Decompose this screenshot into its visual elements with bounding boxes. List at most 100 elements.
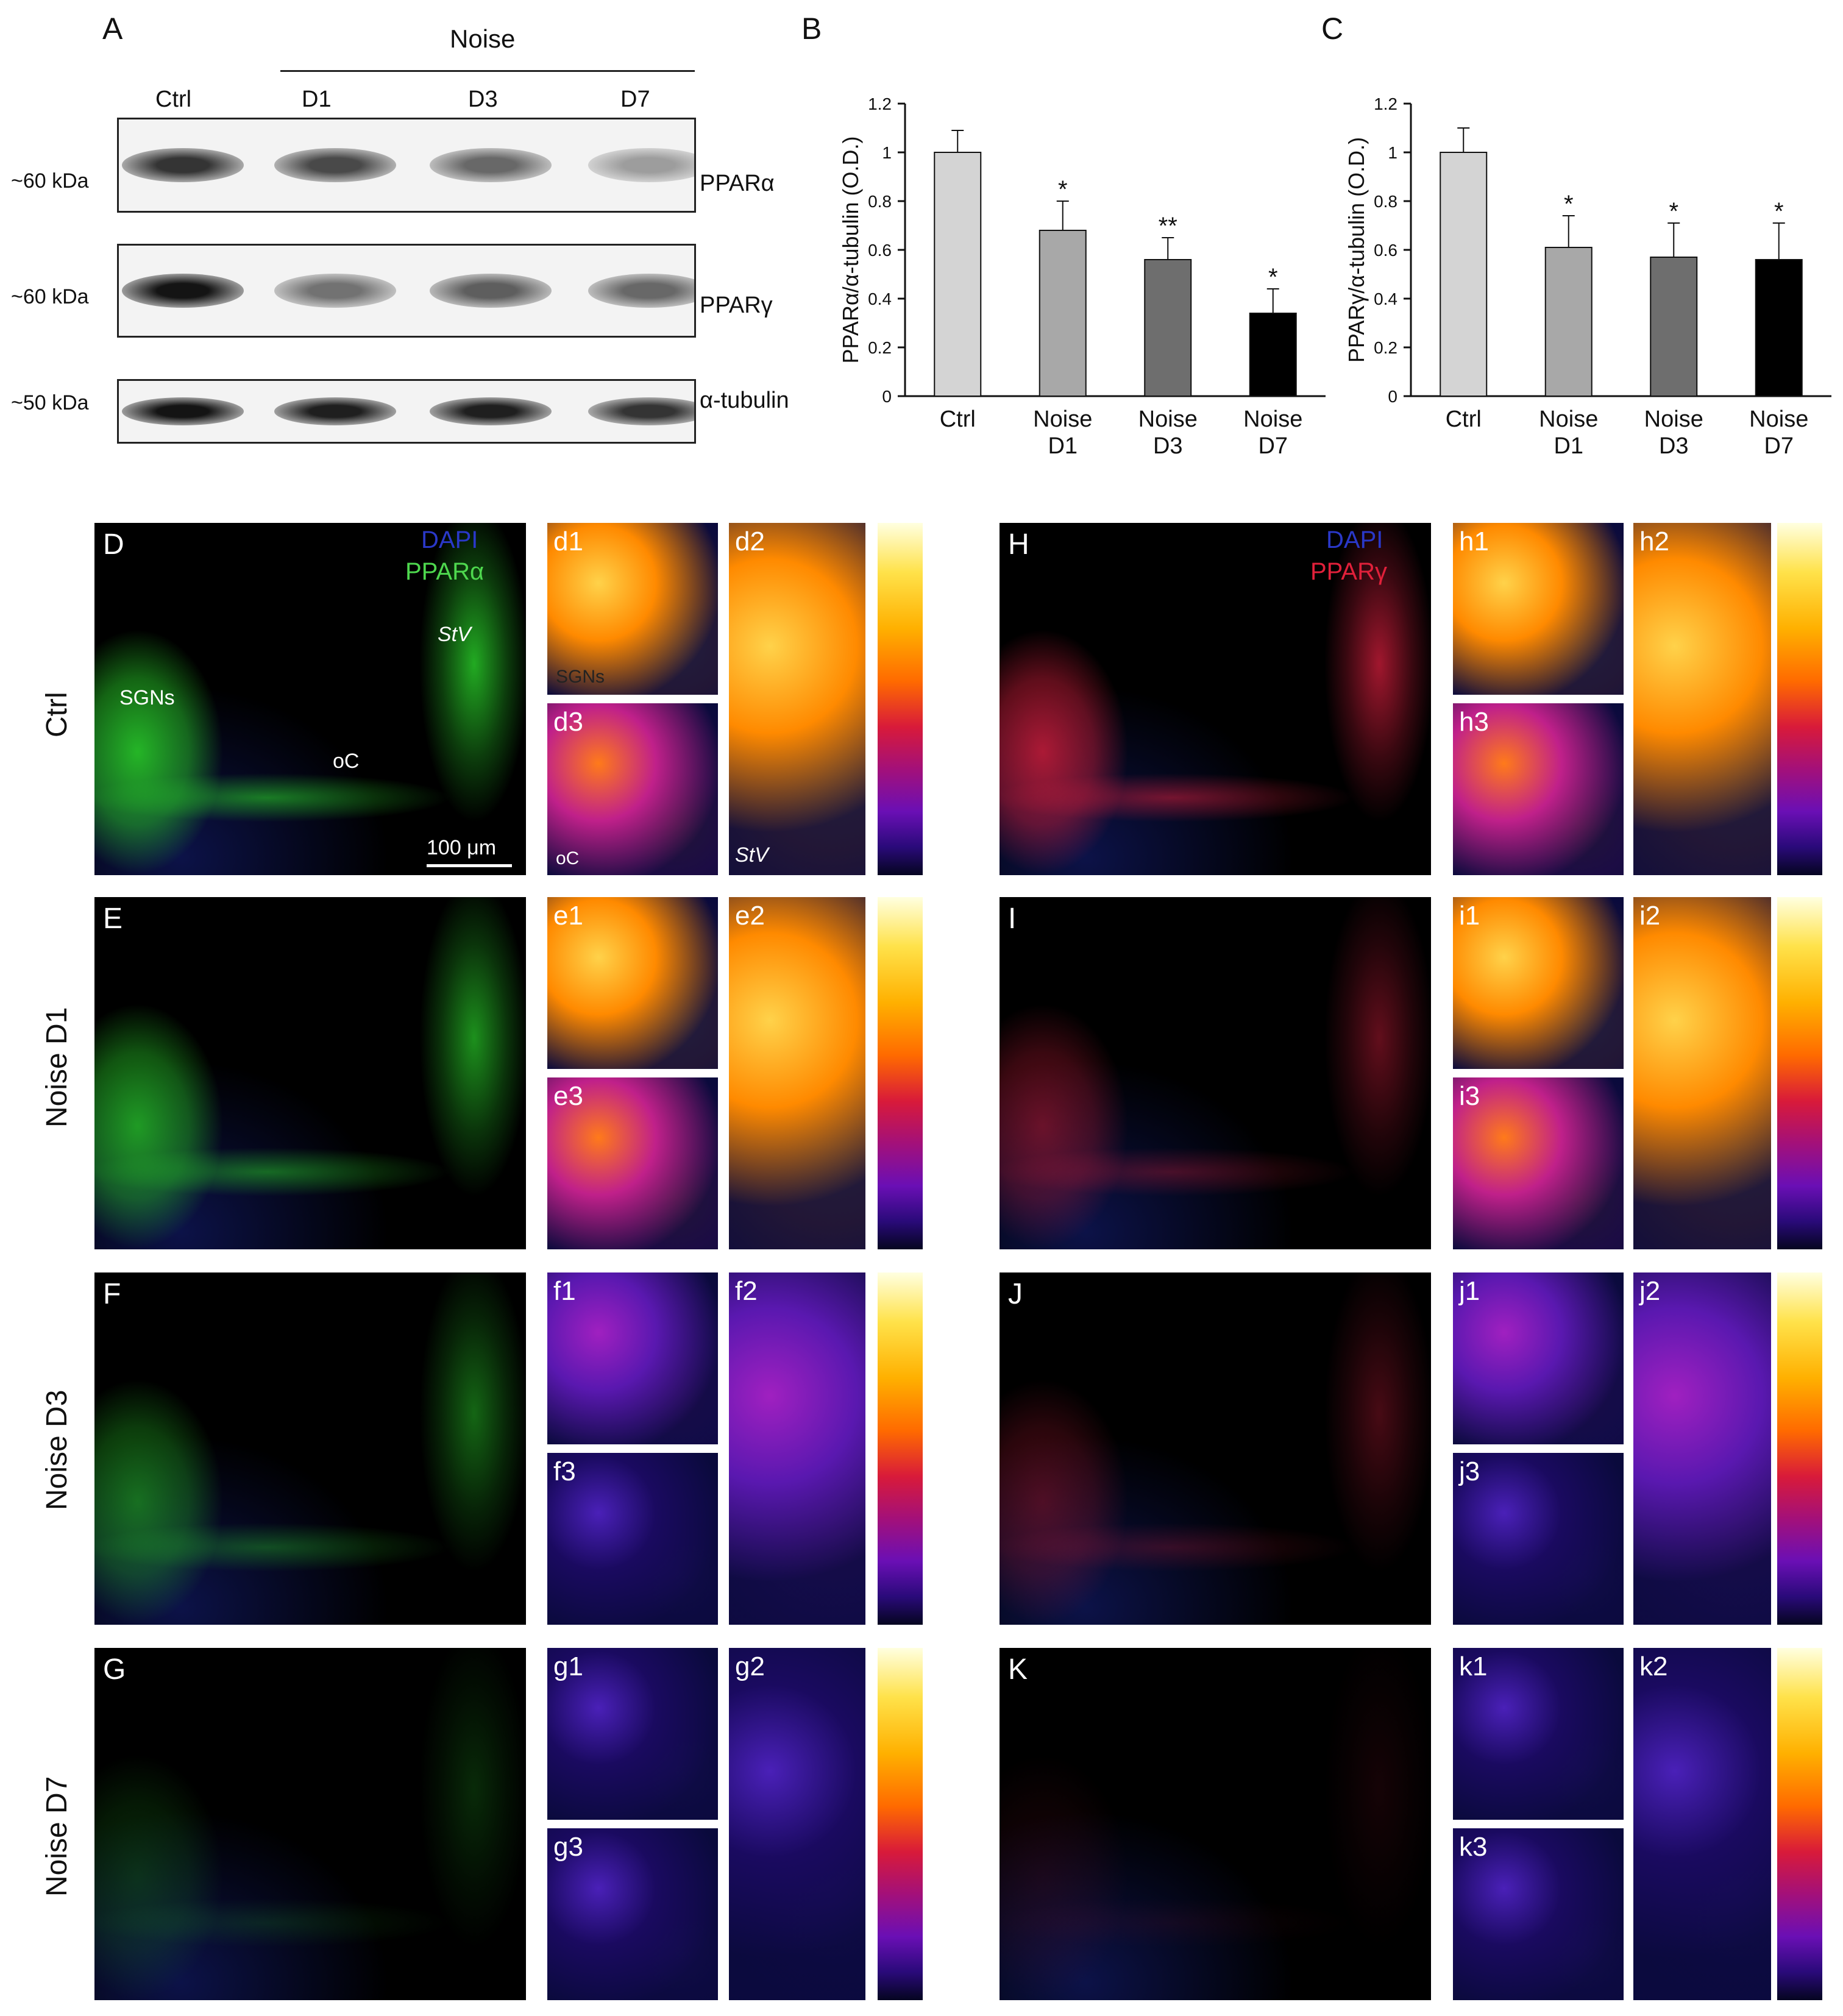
heatmap-inset-oc — [547, 1077, 718, 1249]
legend-dapi: DAPI — [1326, 527, 1383, 553]
heatmap-inset-sgn — [1453, 1272, 1624, 1444]
annotation-d2-stv: StV — [735, 843, 769, 867]
y-axis-label: PPARα/α-tubulin (O.D.) — [838, 136, 863, 363]
colorbar — [878, 1648, 923, 2000]
panel-label-a: A — [102, 12, 123, 46]
blot-ppar-gamma — [117, 244, 696, 338]
kda-label-row3: ~50 kDa — [11, 391, 89, 414]
y-tick-label: 1.2 — [868, 94, 892, 113]
category-label: D7 — [1764, 433, 1794, 459]
legend-marker: PPARγ — [1310, 558, 1387, 585]
category-label: Noise — [1243, 406, 1302, 432]
category-label: D1 — [1554, 433, 1583, 459]
colorbar — [878, 1272, 923, 1625]
sublabel: k3 — [1459, 1832, 1488, 1862]
category-label: Noise — [1138, 406, 1198, 432]
heatmap-inset-stv — [1633, 1648, 1771, 2000]
sublabel: h3 — [1459, 707, 1489, 737]
blot-band — [588, 274, 694, 308]
category-label: D3 — [1153, 433, 1183, 459]
scale-bar — [427, 864, 512, 867]
category-label: Noise — [1539, 406, 1598, 432]
sublabel: i3 — [1459, 1081, 1480, 1111]
sublabel: k2 — [1639, 1652, 1668, 1681]
heatmap-inset-oc — [1453, 1077, 1624, 1249]
heatmap-inset-sgn — [547, 523, 718, 695]
sublabel: k1 — [1459, 1652, 1488, 1681]
sublabel: d3 — [553, 707, 583, 737]
panel-label: H — [1008, 528, 1029, 561]
bar — [1249, 313, 1297, 397]
overview-micrograph — [94, 523, 526, 875]
noise-header-line — [280, 70, 695, 72]
overview-micrograph — [1000, 1272, 1431, 1625]
heatmap-inset-oc — [1453, 703, 1624, 875]
row-label-noise-d3: Noise D3 — [41, 1390, 73, 1510]
overview-micrograph — [94, 897, 526, 1249]
bar — [1039, 230, 1087, 397]
heatmap-inset-stv — [1633, 523, 1771, 875]
panel-label: E — [103, 903, 123, 935]
blot-band — [588, 148, 694, 182]
colorbar — [1777, 1648, 1822, 2000]
blot-band — [274, 148, 396, 182]
heatmap-inset-oc — [1453, 1453, 1624, 1625]
annotation-d3-oc: oC — [556, 848, 580, 868]
colorbar — [1777, 1272, 1822, 1625]
bar — [934, 152, 982, 397]
legend-marker: PPARα — [405, 558, 485, 585]
y-tick-label: 0 — [1388, 387, 1397, 406]
panel-label: K — [1008, 1653, 1028, 1686]
significance-mark: * — [1268, 264, 1278, 291]
heatmap-inset-oc — [547, 1453, 718, 1625]
significance-mark: * — [1058, 176, 1068, 203]
overview-micrograph — [94, 1272, 526, 1625]
heatmap-inset-stv — [1633, 897, 1771, 1249]
overview-micrograph — [94, 1648, 526, 2000]
bar — [1755, 259, 1803, 397]
blot-band — [122, 397, 244, 425]
heatmap-inset-stv — [729, 1648, 865, 2000]
heatmap-inset-stv — [729, 1272, 865, 1625]
blot-band — [274, 397, 396, 425]
blot-band — [274, 274, 396, 308]
category-label: D3 — [1659, 433, 1689, 459]
category-label: Noise — [1644, 406, 1703, 432]
significance-mark: * — [1669, 198, 1678, 225]
significance-mark: * — [1564, 191, 1574, 218]
y-tick-label: 1 — [1388, 143, 1397, 162]
heatmap-inset-sgn — [547, 1648, 718, 1820]
category-label: D7 — [1258, 433, 1288, 459]
blot-band — [430, 274, 552, 308]
sublabel: h2 — [1639, 527, 1669, 556]
sublabel: f1 — [553, 1276, 576, 1306]
heatmap-inset-stv — [1633, 1272, 1771, 1625]
protein-label-ppar-alpha: PPARα — [700, 171, 775, 196]
legend-dapi: DAPI — [421, 527, 478, 553]
sublabel: j1 — [1459, 1276, 1480, 1306]
sublabel: h1 — [1459, 527, 1489, 556]
category-label: Ctrl — [940, 406, 976, 432]
heatmap-inset-sgn — [547, 897, 718, 1069]
kda-label-row2: ~60 kDa — [11, 285, 89, 308]
protein-label-alpha-tubulin: α-tubulin — [700, 388, 789, 413]
panel-label: D — [103, 528, 124, 561]
row-label-ctrl: Ctrl — [41, 692, 73, 737]
sublabel: f2 — [735, 1276, 758, 1306]
sublabel: e2 — [735, 901, 765, 931]
panel-label-b: B — [801, 12, 822, 46]
sublabel: j3 — [1459, 1457, 1480, 1486]
colorbar — [878, 897, 923, 1249]
blot-ppar-alpha — [117, 118, 696, 213]
panel-label: J — [1008, 1278, 1023, 1310]
panel-label-c: C — [1321, 12, 1344, 46]
annotation-d1-sgns: SGNs — [556, 667, 605, 687]
sublabel: e3 — [553, 1081, 583, 1111]
colorbar — [878, 523, 923, 875]
panel-label: F — [103, 1278, 121, 1310]
annotation-stv: StV — [438, 623, 471, 646]
colorbar — [1777, 897, 1822, 1249]
heatmap-inset-stv — [729, 523, 865, 875]
y-tick-label: 1 — [882, 143, 892, 162]
blot-alpha-tubulin — [117, 379, 696, 444]
